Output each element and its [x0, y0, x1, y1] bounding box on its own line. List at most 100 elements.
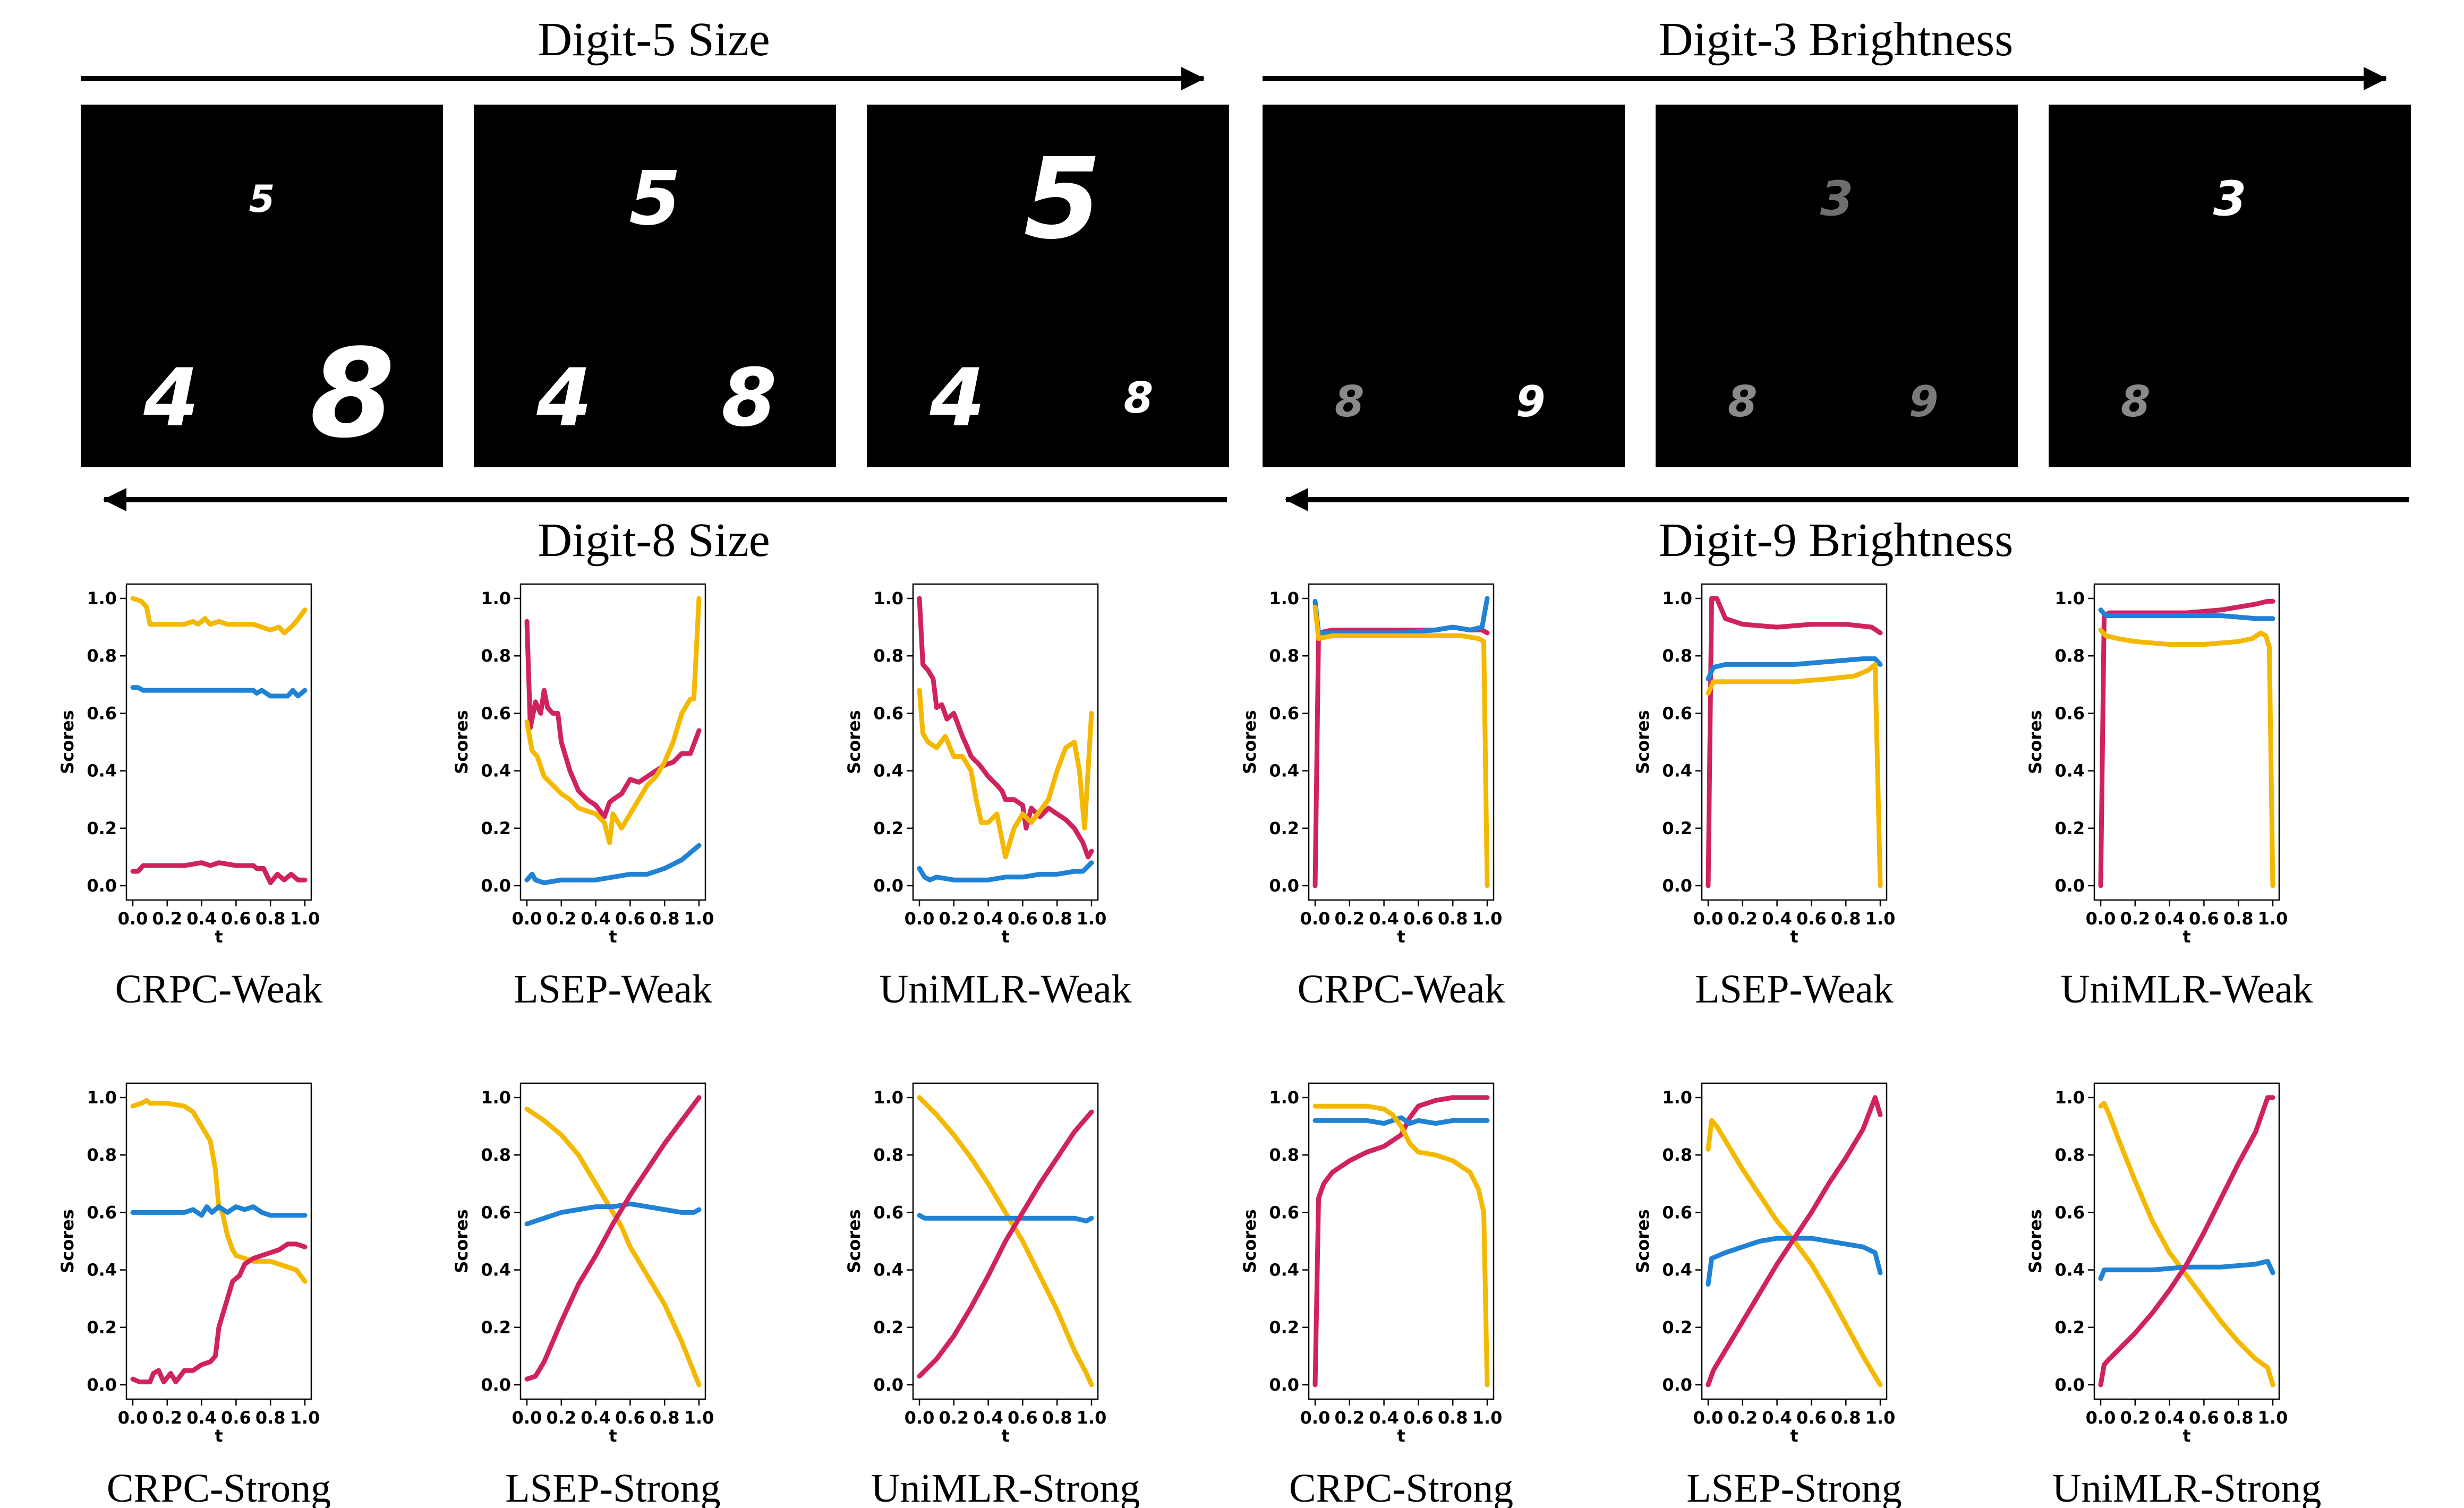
y-tick-label: 0.6 [481, 703, 511, 723]
y-tick-label: 0.6 [1269, 703, 1299, 723]
series-line [1312, 624, 1490, 888]
y-tick-label: 0.0 [1269, 1375, 1299, 1395]
x-tick-label: 0.4 [2154, 1408, 2185, 1428]
y-tick-label: 1.0 [1662, 1087, 1692, 1108]
x-axis-label: t [1001, 927, 1009, 947]
series-line [1706, 596, 1883, 888]
method-caption: UniMLR-Weak [2060, 967, 2313, 1012]
series-line [130, 685, 308, 699]
x-tick-label: 0.0 [1693, 909, 1724, 929]
y-tick-label: 0.4 [1269, 761, 1299, 781]
x-tick-label: 0.2 [546, 909, 576, 929]
x-tick-label: 0.0 [1300, 909, 1331, 929]
x-tick-label: 0.0 [512, 1408, 542, 1428]
x-axis-label: t [609, 1426, 617, 1446]
x-tick-label: 0.6 [1403, 909, 1434, 929]
line-chart: 0.00.20.40.60.81.00.0 0.2 0.4 0.6 0.8 1.0tSco… [451, 583, 714, 947]
series-line [1706, 1095, 1883, 1387]
y-tick-label: 0.4 [2054, 761, 2085, 781]
x-tick-label: 1.0 [684, 909, 714, 929]
y-tick-label: 0.2 [873, 818, 903, 838]
y-axis-label: Scores [1240, 1209, 1260, 1273]
x-tick-label: 0.6 [2189, 1408, 2219, 1428]
x-tick-label: 0.8 [255, 909, 286, 929]
y-tick-label: 0.2 [2054, 1317, 2085, 1338]
x-tick-label: 0.8 [1831, 1408, 1861, 1428]
x-tick-label: 0.6 [221, 909, 251, 929]
line-chart: 0.00.20.40.60.81.00.0 0.2 0.4 0.6 0.8 1.0tSco… [57, 1082, 320, 1446]
series-line [130, 1241, 308, 1385]
x-tick-label: 0.8 [1042, 1408, 1072, 1428]
x-tick-label: 0.2 [939, 1408, 969, 1428]
y-axis-label: Scores [2025, 710, 2045, 774]
y-tick-label: 0.2 [2054, 818, 2085, 838]
x-tick-label: 0.4 [1369, 909, 1399, 929]
series-line [1706, 1236, 1883, 1287]
y-tick-label: 0.8 [2054, 646, 2085, 666]
line-chart: 0.00.20.40.60.81.00.0 0.2 0.4 0.6 0.8 1.0tSco… [2025, 1082, 2288, 1446]
y-tick-label: 0.6 [1662, 703, 1692, 723]
x-tick-label: 0.2 [1334, 909, 1365, 929]
mnist-digit: 3 [1427, 170, 1461, 227]
series-line [524, 1095, 702, 1382]
x-tick-label: 0.2 [546, 1408, 576, 1428]
plot-frame [1701, 1082, 1888, 1400]
y-tick-label: 1.0 [87, 588, 117, 609]
x-axis-label: t [1397, 927, 1405, 947]
x-tick-label: 0.2 [939, 909, 969, 929]
y-tick-label: 0.6 [1269, 1202, 1299, 1222]
plot-frame [912, 583, 1099, 901]
x-tick-label: 0.0 [1693, 1408, 1724, 1428]
method-caption: LSEP-Strong [1686, 1466, 1902, 1508]
y-tick-label: 0.8 [873, 1145, 903, 1165]
series-line [1312, 604, 1490, 888]
x-axis-label: t [1790, 1426, 1798, 1446]
y-tick-label: 0.8 [481, 1145, 511, 1165]
method-caption: LSEP-Weak [514, 967, 712, 1012]
y-tick-label: 0.4 [1269, 1260, 1299, 1280]
y-axis-label: Scores [1633, 1209, 1653, 1273]
mnist-digit: 8 [1334, 377, 1365, 427]
x-tick-label: 1.0 [2258, 909, 2288, 929]
method-caption: LSEP-Strong [505, 1466, 721, 1508]
x-tick-label: 1.0 [1077, 909, 1107, 929]
y-tick-label: 0.4 [873, 1260, 903, 1280]
method-caption: UniMLR-Weak [879, 967, 1132, 1012]
y-tick-label: 0.4 [481, 761, 511, 781]
x-tick-label: 0.4 [186, 909, 217, 929]
method-caption: UniMLR-Strong [871, 1466, 1140, 1508]
plot-frame [1308, 583, 1495, 901]
x-tick-label: 0.2 [152, 909, 182, 929]
y-tick-label: 0.4 [87, 761, 117, 781]
x-tick-label: 0.6 [1796, 909, 1827, 929]
line-chart: 0.00.20.40.60.81.00.0 0.2 0.4 0.6 0.8 1.0tSco… [844, 583, 1107, 947]
plot-frame [1701, 583, 1888, 901]
y-tick-label: 0.2 [873, 1317, 903, 1338]
y-axis-label: Scores [2025, 1209, 2045, 1273]
series-line [917, 596, 1094, 860]
x-tick-label: 0.2 [1727, 909, 1758, 929]
y-tick-label: 0.4 [1662, 1260, 1692, 1280]
x-tick-label: 0.6 [221, 1408, 251, 1428]
x-tick-label: 0.0 [905, 909, 935, 929]
plot-frame [125, 583, 312, 901]
y-tick-label: 1.0 [873, 588, 903, 609]
series-line [130, 596, 308, 636]
heading-digit5-size: Digit-5 Size [538, 13, 770, 66]
y-axis-label: Scores [844, 710, 864, 774]
mnist-digit: 8 [310, 323, 395, 466]
x-tick-label: 0.4 [581, 909, 611, 929]
y-tick-label: 0.0 [1662, 1375, 1692, 1395]
x-tick-label: 0.2 [2120, 909, 2150, 929]
y-tick-label: 0.8 [2054, 1145, 2085, 1165]
method-caption: CRPC-Strong [1289, 1466, 1514, 1508]
y-tick-label: 1.0 [87, 1087, 117, 1108]
x-tick-label: 0.8 [1438, 909, 1468, 929]
line-chart: 0.00.20.40.60.81.00.0 0.2 0.4 0.6 0.8 1.0tSco… [2025, 583, 2288, 947]
y-tick-label: 0.8 [87, 1145, 117, 1165]
y-tick-label: 0.6 [873, 703, 903, 723]
line-chart: 0.00.20.40.60.81.00.0 0.2 0.4 0.6 0.8 1.0tSco… [1633, 1082, 1895, 1446]
y-tick-label: 0.0 [481, 1375, 511, 1395]
